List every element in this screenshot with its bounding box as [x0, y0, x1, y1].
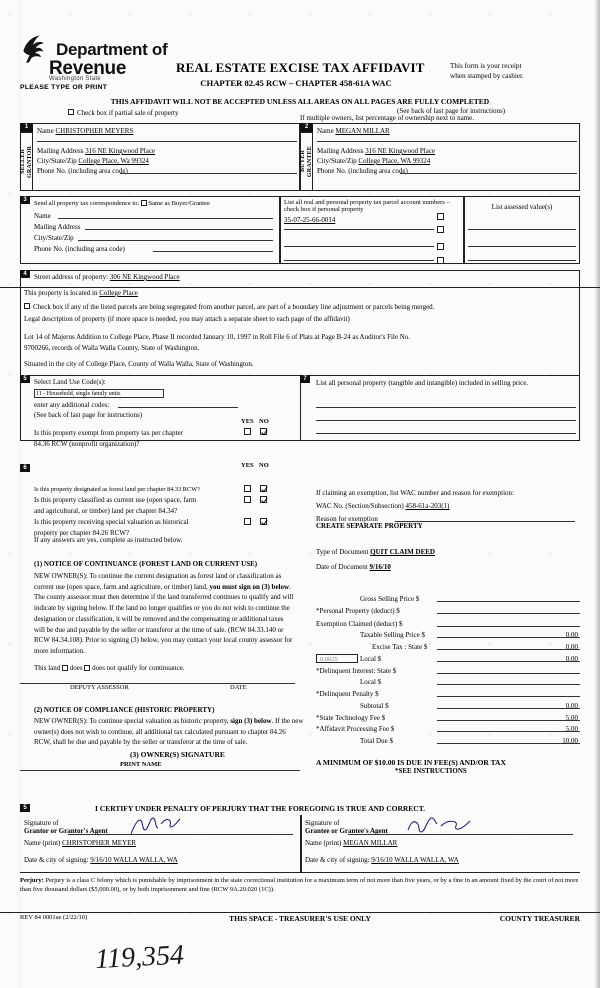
svg-text:119,354: 119,354 — [95, 940, 185, 975]
